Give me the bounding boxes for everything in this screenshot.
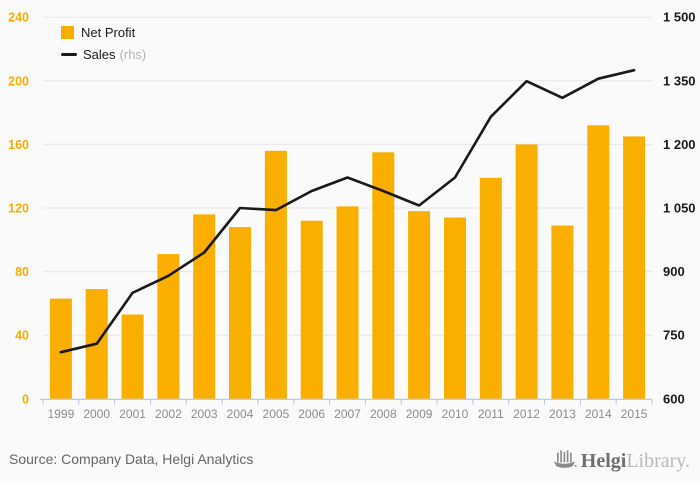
helgi-ship-icon xyxy=(553,450,577,468)
bar-2008 xyxy=(372,152,395,399)
x-axis-label-2004: 2004 xyxy=(227,407,254,420)
net-profit-swatch-icon xyxy=(61,26,74,39)
x-axis-label-2000: 2000 xyxy=(83,407,110,420)
y-axis-left-label-40: 40 xyxy=(15,329,29,343)
x-axis-label-2013: 2013 xyxy=(549,407,576,420)
legend-label-sales: Sales xyxy=(83,47,116,62)
y-axis-right-label-750: 750 xyxy=(663,328,685,343)
bar-2014 xyxy=(587,125,610,399)
x-axis-label-2003: 2003 xyxy=(191,407,218,420)
chart-legend: Net Profit Sales (rhs) xyxy=(61,25,146,62)
y-axis-left-label-120: 120 xyxy=(8,202,29,216)
x-axis-label-2006: 2006 xyxy=(298,407,325,420)
bar-2003 xyxy=(193,214,216,399)
y-axis-right-label-1500: 1 500 xyxy=(663,10,696,25)
y-axis-right-label-1350: 1 350 xyxy=(663,73,696,88)
x-axis-label-2005: 2005 xyxy=(263,407,290,420)
bar-1999 xyxy=(49,298,72,399)
x-axis-label-1999: 1999 xyxy=(48,407,75,420)
x-axis-label-2007: 2007 xyxy=(334,407,361,420)
x-axis-label-2012: 2012 xyxy=(513,407,540,420)
x-axis-label-2015: 2015 xyxy=(621,407,648,420)
x-axis-label-2010: 2010 xyxy=(442,407,469,420)
x-axis-label-2008: 2008 xyxy=(370,407,397,420)
x-axis-label-2001: 2001 xyxy=(119,407,146,420)
bar-2009 xyxy=(408,211,431,399)
x-axis-label-2014: 2014 xyxy=(585,407,612,420)
bar-2015 xyxy=(623,136,646,399)
helgi-library-logo: Helgi Library. xyxy=(552,446,690,471)
y-axis-right-label-1200: 1 200 xyxy=(663,137,696,152)
bar-2005 xyxy=(264,150,287,399)
x-axis-label-2011: 2011 xyxy=(478,407,504,420)
bar-2013 xyxy=(551,225,574,399)
bar-2004 xyxy=(229,227,251,399)
footer: Source: Company Data, Helgi Analytics He… xyxy=(0,420,700,483)
bar-2010 xyxy=(444,217,466,399)
legend-label-sales-rhs: (rhs) xyxy=(119,47,147,62)
y-axis-left-label-80: 80 xyxy=(15,265,29,279)
y-axis-left-label-200: 200 xyxy=(8,74,29,88)
legend-label-net-profit: Net Profit xyxy=(81,25,136,40)
logo-text-library: Library. xyxy=(626,450,690,472)
source-note: Source: Company Data, Helgi Analytics xyxy=(9,450,254,467)
y-axis-right-label-900: 900 xyxy=(663,264,685,279)
sales-line-swatch-icon xyxy=(61,53,77,56)
chart-area: 1999 2000 2001 2002 2003 2004 2005 2006 2007 2008… xyxy=(8,10,696,420)
x-axis-label-2002: 2002 xyxy=(155,407,182,420)
y-axis-left-label-160: 160 xyxy=(8,138,29,152)
bar-2006 xyxy=(300,220,323,399)
sales-line xyxy=(59,68,636,354)
bar-2001 xyxy=(121,314,144,399)
bar-2012 xyxy=(515,144,538,399)
bar-2011 xyxy=(479,177,502,399)
x-axis-label-2009: 2009 xyxy=(406,407,433,420)
legend-item-sales: Sales (rhs) xyxy=(61,47,146,62)
logo-text-helgi: Helgi xyxy=(580,450,627,472)
net-profit-sales-chart: 1999 2000 2001 2002 2003 2004 2005 2006 2007 2008… xyxy=(8,10,696,420)
y-axis-right-label-600: 600 xyxy=(663,391,685,406)
y-axis-left-label-0: 0 xyxy=(22,392,29,406)
y-axis-right-label-1050: 1 050 xyxy=(663,201,696,216)
legend-item-net-profit: Net Profit xyxy=(61,25,146,40)
bar-2007 xyxy=(336,206,359,399)
bar-2002 xyxy=(157,254,180,399)
y-axis-left-label-240: 240 xyxy=(8,11,29,25)
